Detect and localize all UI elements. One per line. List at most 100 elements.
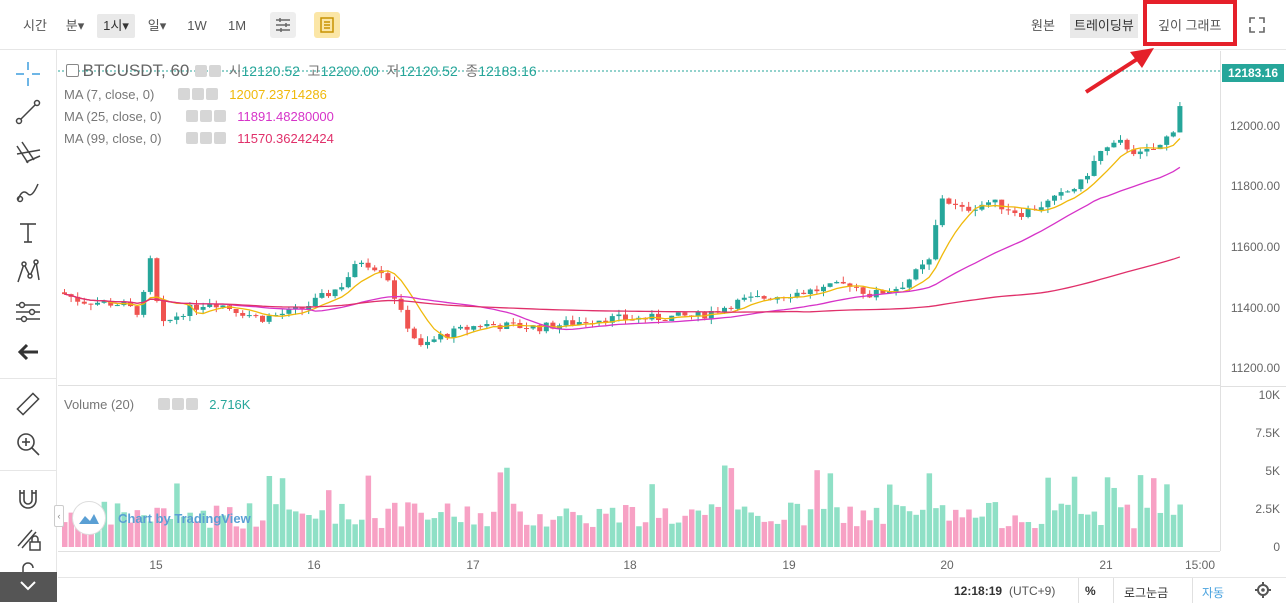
candle-body bbox=[550, 322, 556, 329]
candle-body bbox=[1025, 208, 1031, 217]
prediction-icon[interactable] bbox=[14, 298, 42, 326]
volume-bar bbox=[755, 515, 761, 547]
fullscreen-icon[interactable] bbox=[1247, 15, 1267, 35]
ruler-icon[interactable] bbox=[14, 390, 42, 418]
price-tick: 12000.00 bbox=[1229, 119, 1280, 133]
log-scale-button[interactable]: 로그눈금 bbox=[1124, 586, 1169, 600]
candle-body bbox=[62, 292, 67, 295]
interval-minute-button[interactable]: 분▾ bbox=[65, 18, 85, 33]
time-axis[interactable]: 15 16 17 18 19 20 21 15:00 bbox=[58, 551, 1220, 577]
candle-body bbox=[312, 297, 318, 306]
price-axis[interactable]: 12000.00 11800.00 11600.00 11400.00 1120… bbox=[1220, 51, 1286, 554]
volume-bar bbox=[240, 528, 246, 547]
visibility-icon[interactable] bbox=[185, 132, 198, 144]
volume-bar bbox=[286, 509, 292, 547]
candle-body bbox=[75, 296, 81, 302]
candle-body bbox=[840, 281, 846, 284]
settings-gear-icon[interactable] bbox=[1254, 581, 1272, 599]
visibility-icon[interactable] bbox=[157, 398, 170, 410]
fib-tools-icon[interactable] bbox=[14, 138, 42, 166]
volume-bar bbox=[926, 473, 933, 547]
interval-day-button[interactable]: 일▾ bbox=[147, 18, 167, 33]
volume-bar bbox=[794, 503, 801, 547]
magnet-icon[interactable] bbox=[14, 484, 42, 512]
view-original-button[interactable]: 원본 bbox=[1031, 18, 1055, 33]
volume-bar bbox=[986, 502, 992, 547]
lock-drawings-icon[interactable] bbox=[14, 524, 42, 552]
auto-scale-button[interactable]: 자동 bbox=[1202, 586, 1225, 600]
volume-bar bbox=[154, 507, 160, 547]
volume-bar bbox=[161, 508, 167, 547]
ma25-name: MA (25, close, 0) bbox=[64, 109, 162, 124]
settings-icon[interactable] bbox=[199, 132, 212, 144]
more-tools-button[interactable] bbox=[0, 572, 57, 602]
back-arrow-icon[interactable] bbox=[14, 338, 42, 366]
volume-chart-svg bbox=[62, 465, 1183, 547]
candle-body bbox=[794, 292, 800, 298]
settings-icon[interactable] bbox=[209, 65, 221, 77]
settings-icon[interactable] bbox=[191, 88, 204, 100]
timezone-button[interactable]: (UTC+9) bbox=[1009, 584, 1056, 598]
volume-bar bbox=[524, 524, 530, 547]
volume-bar bbox=[715, 506, 721, 547]
volume-pane[interactable]: Volume (20) 2.716K ‹ Chart by TradingVie… bbox=[54, 387, 1220, 551]
zoom-in-icon[interactable] bbox=[14, 430, 42, 458]
volume-bar bbox=[1137, 475, 1144, 547]
candle-body bbox=[1045, 200, 1051, 208]
candle-body bbox=[939, 198, 945, 226]
visibility-icon[interactable] bbox=[185, 110, 198, 122]
visibility-icon[interactable] bbox=[177, 88, 190, 100]
indicator-settings-icon[interactable] bbox=[270, 12, 296, 38]
trend-line-icon[interactable] bbox=[14, 98, 42, 126]
percent-scale-button[interactable]: % bbox=[1085, 584, 1096, 598]
volume-bar bbox=[180, 516, 187, 547]
candle-body bbox=[95, 302, 100, 305]
view-tradingview-button[interactable]: 트레이딩뷰 bbox=[1070, 14, 1138, 38]
chart-type-icon[interactable] bbox=[314, 12, 340, 38]
ma25-value: 11891.48280000 bbox=[237, 109, 334, 124]
close-icon[interactable] bbox=[205, 88, 218, 100]
interval-hour-button[interactable]: 1시▾ bbox=[97, 14, 135, 38]
candle-body bbox=[451, 328, 457, 338]
time-tick: 18 bbox=[623, 558, 637, 572]
open-label: 시 bbox=[228, 63, 242, 79]
volume-bar bbox=[491, 511, 497, 547]
volume-bar bbox=[510, 503, 517, 547]
candle-body bbox=[194, 304, 199, 310]
candle-body bbox=[1071, 189, 1077, 192]
price-pane[interactable]: BTCUSDT, 60 시12120.52 고12200.00 저12120.5… bbox=[58, 51, 1220, 386]
settings-icon[interactable] bbox=[199, 110, 212, 122]
volume-bar bbox=[326, 490, 332, 547]
close-icon[interactable] bbox=[185, 398, 198, 410]
volume-bar bbox=[1078, 513, 1084, 547]
volume-bar bbox=[273, 504, 279, 547]
brush-icon[interactable] bbox=[14, 178, 42, 206]
volume-bar bbox=[814, 470, 820, 547]
tradingview-watermark[interactable]: Chart by TradingView bbox=[72, 499, 251, 537]
volume-bar bbox=[187, 512, 193, 547]
chevron-down-icon bbox=[20, 581, 36, 591]
text-tool-icon[interactable] bbox=[14, 218, 42, 246]
interval-week-button[interactable]: 1W bbox=[187, 18, 207, 33]
volume-bar bbox=[458, 522, 464, 547]
interval-month-button[interactable]: 1M bbox=[227, 18, 247, 33]
candle-body bbox=[735, 299, 741, 309]
candle-body bbox=[583, 322, 589, 324]
pattern-icon[interactable] bbox=[14, 258, 42, 286]
volume-bar bbox=[1104, 477, 1111, 547]
crosshair-icon[interactable] bbox=[14, 60, 42, 88]
collapse-tab[interactable]: ‹ bbox=[54, 505, 64, 527]
close-icon[interactable] bbox=[213, 110, 226, 122]
candle-body bbox=[801, 292, 807, 295]
chart-area[interactable]: BTCUSDT, 60 시12120.52 고12200.00 저12120.5… bbox=[54, 51, 1286, 603]
collapse-legend-icon[interactable] bbox=[66, 64, 79, 77]
visibility-icon[interactable] bbox=[195, 65, 207, 77]
candle-body bbox=[662, 320, 668, 322]
candle-body bbox=[147, 258, 153, 292]
candle-body bbox=[154, 258, 160, 302]
volume-bar bbox=[774, 523, 781, 547]
view-depth-chart-button[interactable]: 깊이 그래프 bbox=[1158, 18, 1222, 33]
settings-icon[interactable] bbox=[171, 398, 184, 410]
close-icon[interactable] bbox=[213, 132, 226, 144]
lock-icon[interactable] bbox=[14, 560, 42, 588]
